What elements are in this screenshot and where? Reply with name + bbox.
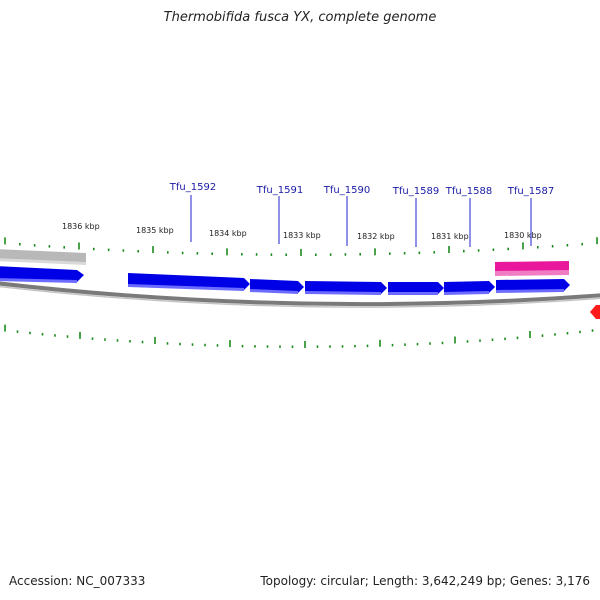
kbp-label-1830: 1830 kbp [504, 231, 542, 240]
kbp-labels: 1836 kbp 1835 kbp 1834 kbp 1833 kbp 1832… [62, 222, 542, 241]
kbp-label-1832: 1832 kbp [357, 232, 395, 241]
gene-tfu-1587[interactable] [496, 279, 570, 293]
gene-tfu-1591[interactable] [250, 279, 304, 294]
pink-feature-shade [495, 270, 569, 276]
kbp-label-1834: 1834 kbp [209, 229, 247, 238]
kbp-label-1833: 1833 kbp [283, 231, 321, 240]
gene-label-tfu-1590[interactable]: Tfu_1590 [323, 185, 370, 196]
genome-backbone [0, 281, 600, 307]
gene-tfu-1592[interactable] [128, 273, 250, 291]
gene-label-tfu-1588[interactable]: Tfu_1588 [445, 186, 492, 197]
accession-label: Accession: NC_007333 [9, 574, 146, 588]
gene-tfu-1590[interactable] [305, 281, 387, 295]
kbp-label-1836: 1836 kbp [62, 222, 100, 231]
red-feature-marker[interactable] [590, 305, 600, 319]
gene-label-tfu-1587[interactable]: Tfu_1587 [507, 186, 554, 197]
gene-label-tfu-1592[interactable]: Tfu_1592 [169, 182, 216, 193]
kbp-label-1835: 1835 kbp [136, 226, 174, 235]
genome-stats: Topology: circular; Length: 3,642,249 bp… [260, 574, 590, 588]
gene-labels: Tfu_1592 Tfu_1591 Tfu_1590 Tfu_1589 Tfu_… [169, 182, 554, 247]
grey-feature-shade [0, 258, 86, 265]
gene-label-tfu-1591[interactable]: Tfu_1591 [256, 185, 303, 196]
outer-tick-ring [4, 237, 598, 256]
gene-label-tfu-1589[interactable]: Tfu_1589 [392, 186, 439, 197]
map-title: Thermobifida fusca YX, complete genome [163, 10, 437, 25]
inner-tick-ring [4, 324, 594, 348]
gene-tfu-1588[interactable] [444, 281, 495, 295]
genome-backbone-shade [0, 285, 600, 308]
gene-partial-left[interactable] [0, 266, 84, 283]
kbp-label-1831: 1831 kbp [431, 232, 469, 241]
gene-tfu-1589[interactable] [388, 282, 444, 295]
